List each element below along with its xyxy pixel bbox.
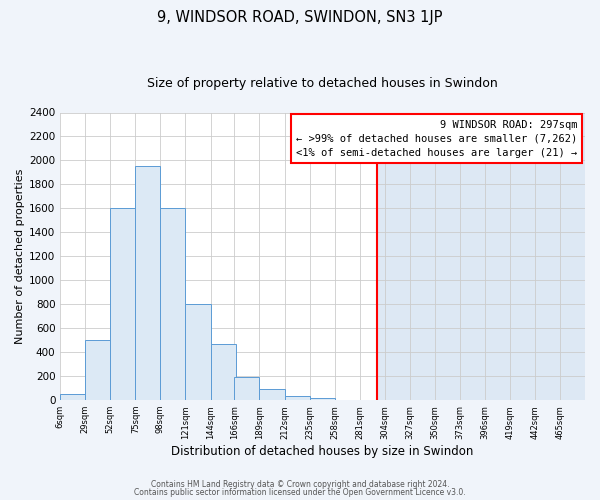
Text: 9 WINDSOR ROAD: 297sqm
← >99% of detached houses are smaller (7,262)
<1% of semi: 9 WINDSOR ROAD: 297sqm ← >99% of detache… — [296, 120, 577, 158]
Title: Size of property relative to detached houses in Swindon: Size of property relative to detached ho… — [147, 78, 498, 90]
Bar — [377, 112, 585, 400]
Bar — [284, 396, 310, 400]
Text: 9, WINDSOR ROAD, SWINDON, SN3 1JP: 9, WINDSOR ROAD, SWINDON, SN3 1JP — [157, 10, 443, 25]
Bar — [110, 208, 136, 400]
Bar — [185, 304, 211, 400]
Bar — [136, 166, 160, 400]
Y-axis label: Number of detached properties: Number of detached properties — [15, 168, 25, 344]
Bar — [259, 390, 284, 400]
Bar — [310, 398, 335, 400]
Bar — [60, 394, 85, 400]
X-axis label: Distribution of detached houses by size in Swindon: Distribution of detached houses by size … — [172, 444, 474, 458]
Text: Contains public sector information licensed under the Open Government Licence v3: Contains public sector information licen… — [134, 488, 466, 497]
Text: Contains HM Land Registry data © Crown copyright and database right 2024.: Contains HM Land Registry data © Crown c… — [151, 480, 449, 489]
Bar — [85, 340, 110, 400]
Bar — [235, 378, 259, 400]
Bar — [160, 208, 185, 400]
Bar — [211, 344, 236, 400]
